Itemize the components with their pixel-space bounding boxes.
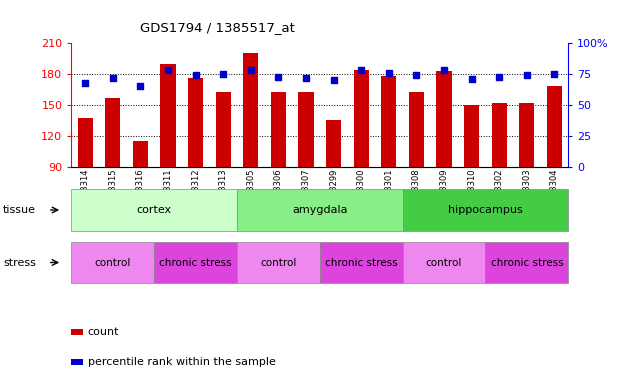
Bar [243,54,258,167]
Bar [78,118,93,167]
Bar [188,78,203,167]
Text: percentile rank within the sample: percentile rank within the sample [88,357,276,367]
Bar [215,92,231,167]
Point [246,68,256,74]
Point [273,74,283,80]
Text: control: control [94,258,131,267]
Text: tissue: tissue [3,205,36,215]
Point [522,72,532,78]
Text: chronic stress: chronic stress [160,258,232,267]
Bar [105,98,120,167]
Point [550,71,560,77]
Bar [437,71,451,167]
Bar [381,76,396,167]
Point [494,74,504,80]
Bar [492,103,507,167]
Bar [353,70,369,167]
Text: control: control [260,258,297,267]
Point [80,80,90,86]
Bar [299,92,314,167]
Bar [547,86,562,167]
Text: chronic stress: chronic stress [491,258,563,267]
Text: control: control [426,258,462,267]
Text: stress: stress [3,258,36,267]
Bar [160,64,176,167]
Point [356,68,366,74]
Point [466,76,476,82]
Point [163,68,173,74]
Text: GDS1794 / 1385517_at: GDS1794 / 1385517_at [140,21,295,34]
Point [412,72,422,78]
Text: count: count [88,327,119,337]
Point [218,71,228,77]
Text: amygdala: amygdala [292,205,348,215]
Point [384,70,394,76]
Text: chronic stress: chronic stress [325,258,397,267]
Text: cortex: cortex [137,205,172,215]
Bar [133,141,148,167]
Point [108,75,118,81]
Bar [326,120,341,167]
Bar [464,105,479,167]
Bar [271,92,286,167]
Point [301,75,311,81]
Point [135,84,145,90]
Text: hippocampus: hippocampus [448,205,523,215]
Point [439,68,449,74]
Point [191,72,201,78]
Point [329,77,338,83]
Bar [409,92,424,167]
Bar [519,103,535,167]
